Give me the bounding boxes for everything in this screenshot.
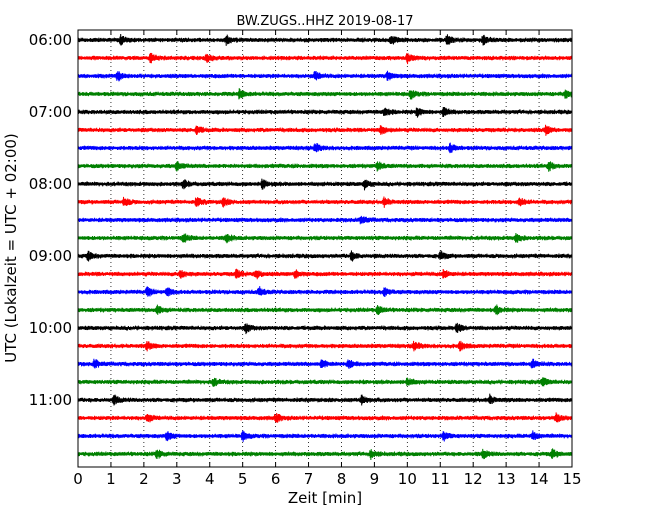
trace-0930	[77, 286, 573, 297]
trace-1045	[77, 377, 573, 387]
trace-0815	[77, 196, 573, 208]
x-tick-label: 7	[304, 470, 314, 488]
y-axis-label: UTC (Lokalzeit = UTC + 02:00)	[2, 133, 20, 363]
y-tick-label: 06:00	[29, 31, 72, 49]
y-axis: 06:00 07:00 08:00 09:00 10:00 11:00	[29, 31, 83, 409]
x-tick-label: 8	[337, 470, 347, 488]
x-tick-label: 13	[497, 470, 516, 488]
x-axis: 0 1 2 3 4 5 6 7 8 9 10 11 12 13 14 15	[73, 30, 582, 488]
trace-1145	[77, 448, 573, 461]
trace-1115	[77, 412, 573, 423]
trace-0715	[77, 124, 573, 136]
x-axis-label: Zeit [min]	[288, 489, 362, 507]
trace-1100	[77, 393, 573, 406]
grid-lines	[110, 30, 540, 467]
trace-0745	[77, 161, 573, 172]
trace-0845	[77, 232, 573, 244]
x-tick-label: 10	[398, 470, 417, 488]
x-tick-label: 6	[271, 470, 281, 488]
trace-1015	[77, 340, 573, 352]
x-tick-label: 14	[530, 470, 549, 488]
x-tick-label: 12	[464, 470, 483, 488]
seismic-traces	[77, 33, 573, 461]
y-tick-label: 09:00	[29, 247, 72, 265]
y-tick-label: 10:00	[29, 319, 72, 337]
trace-0615	[77, 52, 573, 65]
y-tick-label: 08:00	[29, 175, 72, 193]
x-tick-label: 1	[106, 470, 116, 488]
trace-0800	[77, 178, 573, 191]
trace-0630	[77, 70, 573, 82]
x-tick-label: 4	[205, 470, 215, 488]
trace-1130	[77, 430, 573, 442]
trace-1000	[77, 322, 573, 335]
trace-0600	[77, 33, 573, 46]
x-tick-label: 3	[172, 470, 182, 488]
trace-0645	[77, 88, 573, 100]
x-tick-label: 5	[238, 470, 248, 488]
trace-0830	[77, 215, 573, 225]
x-tick-label: 15	[562, 470, 581, 488]
chart-title: BW.ZUGS..HHZ 2019-08-17	[236, 14, 413, 29]
plot-frame	[77, 29, 573, 468]
trace-0730	[77, 142, 573, 154]
x-tick-label: 0	[73, 470, 83, 488]
trace-0700	[77, 107, 573, 118]
trace-0945	[77, 304, 573, 316]
y-tick-label: 07:00	[29, 103, 72, 121]
y-tick-label: 11:00	[29, 391, 72, 409]
trace-1030	[77, 358, 573, 369]
x-tick-label: 2	[139, 470, 149, 488]
x-tick-label: 9	[370, 470, 380, 488]
trace-0900	[77, 250, 573, 262]
trace-0915	[77, 268, 573, 280]
x-tick-label: 11	[431, 470, 450, 488]
